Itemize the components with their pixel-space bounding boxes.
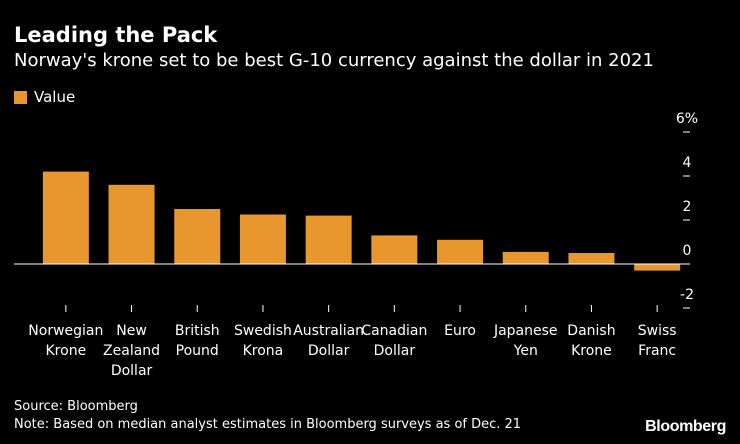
category-label-line: British bbox=[175, 323, 220, 339]
y-tick-label: 2 bbox=[683, 199, 692, 215]
category-label: Swedish Krona bbox=[234, 323, 292, 359]
bar-5 bbox=[305, 215, 352, 264]
category-label-line: Dollar bbox=[111, 363, 153, 379]
bar-6 bbox=[371, 235, 418, 264]
category-label-line: Canadian bbox=[361, 323, 427, 339]
category-label-line: Dollar bbox=[374, 343, 416, 359]
y-tick-label: 0 bbox=[683, 243, 692, 259]
legend: Value bbox=[14, 88, 75, 106]
category-label-line: Krone bbox=[46, 343, 87, 359]
category-label: New Zealand Dollar bbox=[103, 323, 160, 379]
chart-title: Leading the Pack bbox=[14, 23, 218, 47]
bar-3 bbox=[174, 209, 221, 264]
chart-subtitle: Norway's krone set to be best G-10 curre… bbox=[14, 50, 654, 71]
category-label-line: Euro bbox=[444, 323, 476, 339]
category-label: Danish Krone bbox=[567, 323, 615, 359]
category-label-line: Krone bbox=[571, 343, 612, 359]
category-label: Norwegian Krone bbox=[28, 323, 103, 359]
category-label-line: Zealand bbox=[103, 343, 160, 359]
bar-10 bbox=[634, 264, 681, 271]
category-label: Australian Dollar bbox=[293, 323, 364, 359]
category-label-line: Dollar bbox=[308, 343, 350, 359]
y-tick-label: 6% bbox=[676, 111, 698, 127]
legend-swatch bbox=[14, 90, 27, 104]
legend-label: Value bbox=[34, 88, 76, 106]
category-label-line: Swiss bbox=[638, 323, 677, 339]
category-label-line: Pound bbox=[176, 343, 219, 359]
category-label-line: Krona bbox=[243, 343, 284, 359]
category-label-line: Franc bbox=[638, 343, 676, 359]
bar-4 bbox=[239, 214, 286, 264]
bloomberg-logo: Bloomberg bbox=[645, 418, 726, 435]
category-label-line: Japanese bbox=[493, 323, 558, 339]
category-label: Canadian Dollar bbox=[361, 323, 427, 359]
category-label: Swiss Franc bbox=[638, 323, 677, 359]
category-label-line: Danish bbox=[567, 323, 615, 339]
category-label-line: Norwegian bbox=[28, 323, 103, 339]
footnotes: Source: Bloomberg Note: Based on median … bbox=[14, 398, 521, 434]
y-tick-label: -2 bbox=[680, 287, 694, 303]
category-label-line: Australian bbox=[293, 323, 364, 339]
note-text: Note: Based on median analyst estimates … bbox=[14, 417, 522, 432]
bar-8 bbox=[502, 251, 549, 264]
bar-1 bbox=[42, 171, 89, 264]
category-label-line: New bbox=[116, 323, 147, 339]
category-label: Japanese Yen bbox=[493, 323, 558, 359]
category-label-line: Swedish bbox=[234, 323, 292, 339]
bar-2 bbox=[108, 184, 155, 264]
category-label: Euro bbox=[444, 323, 476, 339]
y-tick-label: 4 bbox=[683, 155, 692, 171]
bar-7 bbox=[437, 239, 484, 264]
category-label: British Pound bbox=[175, 323, 220, 359]
category-label-line: Yen bbox=[513, 343, 538, 359]
source-note: Source: Bloomberg bbox=[14, 399, 138, 414]
bar-9 bbox=[568, 253, 615, 264]
